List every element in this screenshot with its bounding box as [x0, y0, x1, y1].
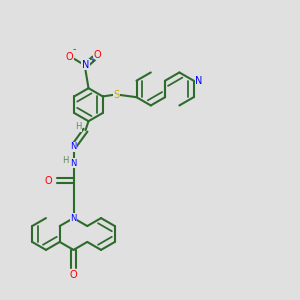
Text: N: N	[70, 142, 77, 151]
Text: O: O	[44, 176, 52, 186]
Text: N: N	[82, 60, 89, 70]
Text: O: O	[70, 269, 77, 280]
Text: H: H	[62, 156, 68, 165]
Text: N: N	[70, 159, 77, 168]
Text: N: N	[70, 214, 77, 223]
Text: N: N	[195, 76, 203, 86]
Text: -: -	[73, 44, 76, 54]
Text: O: O	[66, 52, 74, 62]
Text: S: S	[113, 90, 119, 100]
Text: +: +	[89, 57, 95, 63]
Text: O: O	[93, 50, 101, 60]
Text: H: H	[75, 122, 81, 131]
